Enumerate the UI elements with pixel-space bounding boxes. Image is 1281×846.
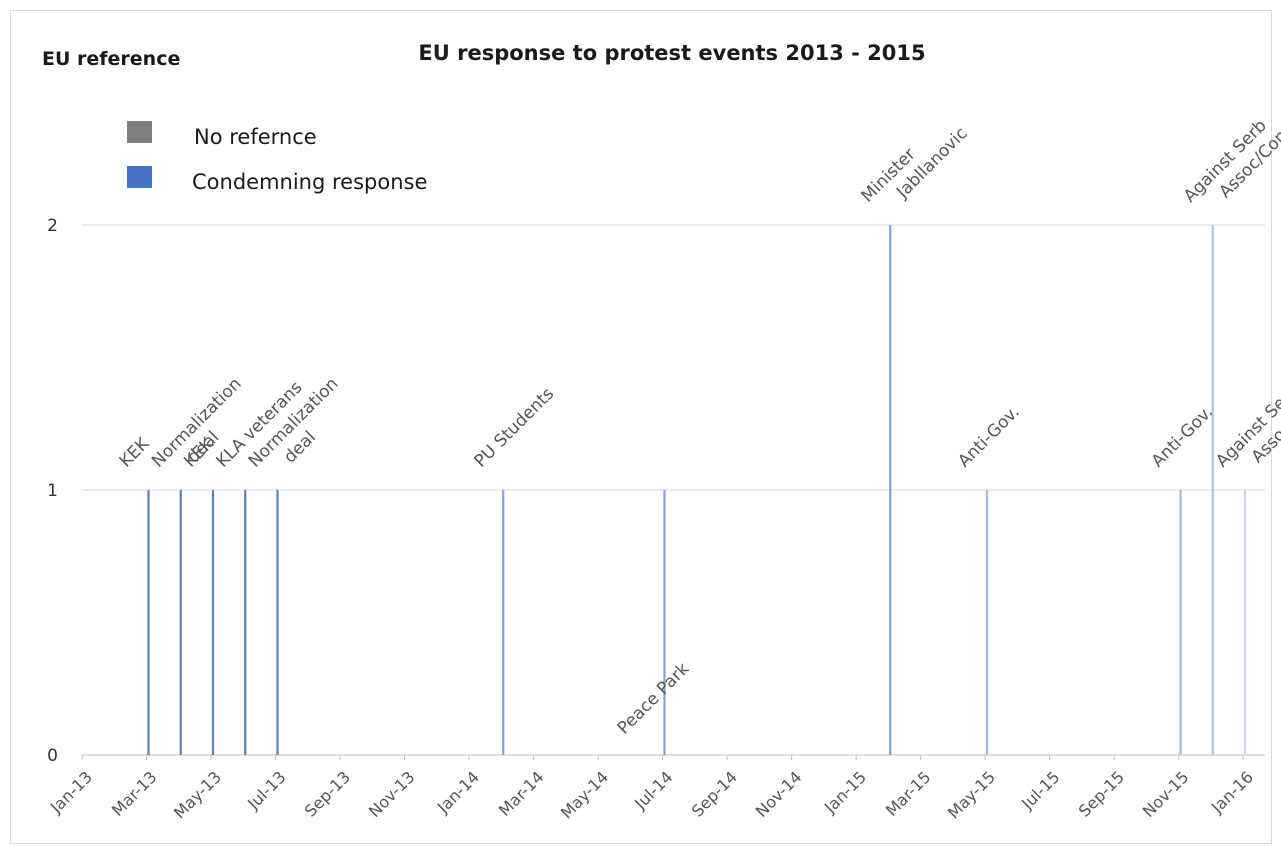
x-tick-label: Sep-14 (688, 767, 741, 820)
chart-title: EU response to protest events 2013 - 201… (418, 41, 925, 65)
x-tick-label: Sep-13 (301, 767, 354, 820)
legend-label-no-reference: No refernce (194, 125, 317, 149)
bar (179, 490, 182, 755)
bar (147, 490, 150, 755)
x-tick-label: Mar-13 (108, 767, 161, 820)
x-tick-label: May-13 (170, 767, 225, 822)
legend-swatch-condemning (127, 166, 152, 188)
x-tick-label: May-14 (557, 767, 612, 822)
gridlines (82, 224, 1265, 756)
x-tick-label: Jul-14 (630, 767, 676, 813)
event-label: MinisterJabllanovic (858, 108, 972, 222)
x-tick-label: Jul-13 (243, 767, 289, 813)
bar (985, 490, 989, 755)
event-label: Against SerbAssoc/Comm (1180, 95, 1281, 222)
x-tick-label: Jan-13 (46, 767, 96, 817)
event-label: Against SerbAssoc/Comm (1212, 360, 1281, 487)
y-tick-label: 2 (47, 216, 58, 236)
x-tick-label: Mar-15 (882, 767, 935, 820)
bar (1179, 490, 1182, 755)
bar (502, 490, 505, 755)
y-axis-ticks: 0 1 2 (47, 216, 58, 766)
bar (211, 490, 215, 755)
event-label: Anti-Gov. (954, 402, 1023, 471)
x-tick-label: Jul-15 (1017, 767, 1063, 813)
chart-frame (10, 10, 1272, 844)
y-axis-label: EU reference (42, 48, 180, 70)
x-tick-label: Sep-15 (1075, 767, 1128, 820)
event-label: KEK (116, 433, 154, 471)
x-tick-label: May-15 (944, 767, 999, 822)
bar (276, 490, 279, 755)
bar (1243, 490, 1247, 755)
event-label: Anti-Gov. (1148, 402, 1217, 471)
event-label: PU Students (471, 384, 559, 472)
y-tick-label: 0 (47, 746, 58, 766)
legend-label-condemning: Condemning response (192, 170, 427, 194)
bars (147, 225, 1247, 755)
x-tick-label: Nov-13 (365, 767, 419, 821)
x-tick-label: Jan-16 (1207, 767, 1257, 817)
x-tick-label: Jan-15 (820, 767, 870, 817)
bar (244, 490, 247, 755)
y-tick-label: 1 (47, 481, 58, 501)
legend-swatch-no-reference (127, 121, 152, 143)
x-tick-label: Mar-14 (495, 767, 548, 820)
x-axis-ticks: Jan-13 Mar-13 May-13 Jul-13 Sep-13 Nov-13 Jan-… (46, 755, 1257, 823)
bar (1211, 225, 1214, 755)
x-tick-label: Nov-15 (1139, 767, 1193, 821)
x-tick-label: Jan-14 (433, 767, 483, 817)
bar (889, 225, 892, 755)
bar (663, 490, 666, 755)
event-label: Peace Park (614, 659, 694, 739)
x-tick-label: Nov-14 (752, 767, 806, 821)
legend: No refernce Condemning response (127, 121, 427, 194)
